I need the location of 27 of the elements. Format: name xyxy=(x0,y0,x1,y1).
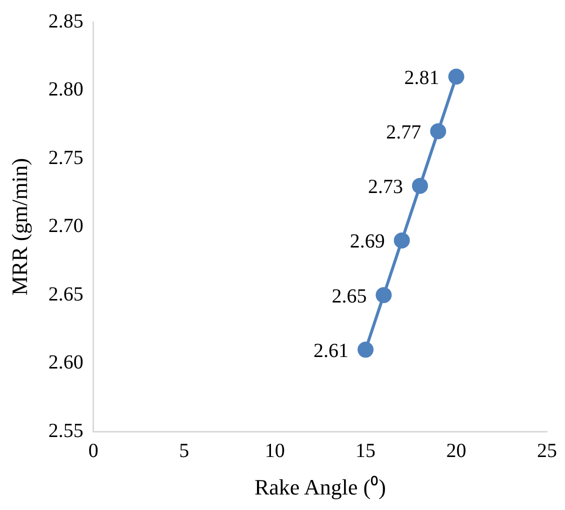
y-tick-label: 2.60 xyxy=(48,352,84,374)
y-tick-label: 2.85 xyxy=(48,10,84,32)
data-label: 2.81 xyxy=(404,66,440,89)
y-axis-title: MRR (gm/min) xyxy=(6,158,32,296)
x-tick-label: 15 xyxy=(356,440,376,462)
y-tick-label: 2.70 xyxy=(48,215,84,238)
x-axis-title: Rake Angle (⁰) xyxy=(254,474,386,500)
point xyxy=(376,287,392,304)
y-tick-label: 2.65 xyxy=(48,283,84,306)
point xyxy=(448,68,464,85)
data-label: 2.61 xyxy=(314,340,349,362)
x-tick-label: 0 xyxy=(88,440,98,462)
y-tick-label: 2.80 xyxy=(48,78,84,101)
x-tick-label: 25 xyxy=(537,440,557,462)
point xyxy=(394,232,410,248)
data-label: 2.77 xyxy=(386,121,422,144)
point xyxy=(430,123,446,140)
x-tick-label: 5 xyxy=(179,440,190,462)
data-label: 2.69 xyxy=(350,230,385,253)
data-label: 2.73 xyxy=(368,176,403,198)
data-label: 2.65 xyxy=(332,285,367,308)
point xyxy=(358,342,374,358)
x-tick-label: 20 xyxy=(446,440,466,462)
x-tick-label: 10 xyxy=(264,440,285,462)
y-tick-label: 2.75 xyxy=(48,146,84,169)
y-tick-label: 2.55 xyxy=(48,420,84,442)
point xyxy=(412,178,428,194)
